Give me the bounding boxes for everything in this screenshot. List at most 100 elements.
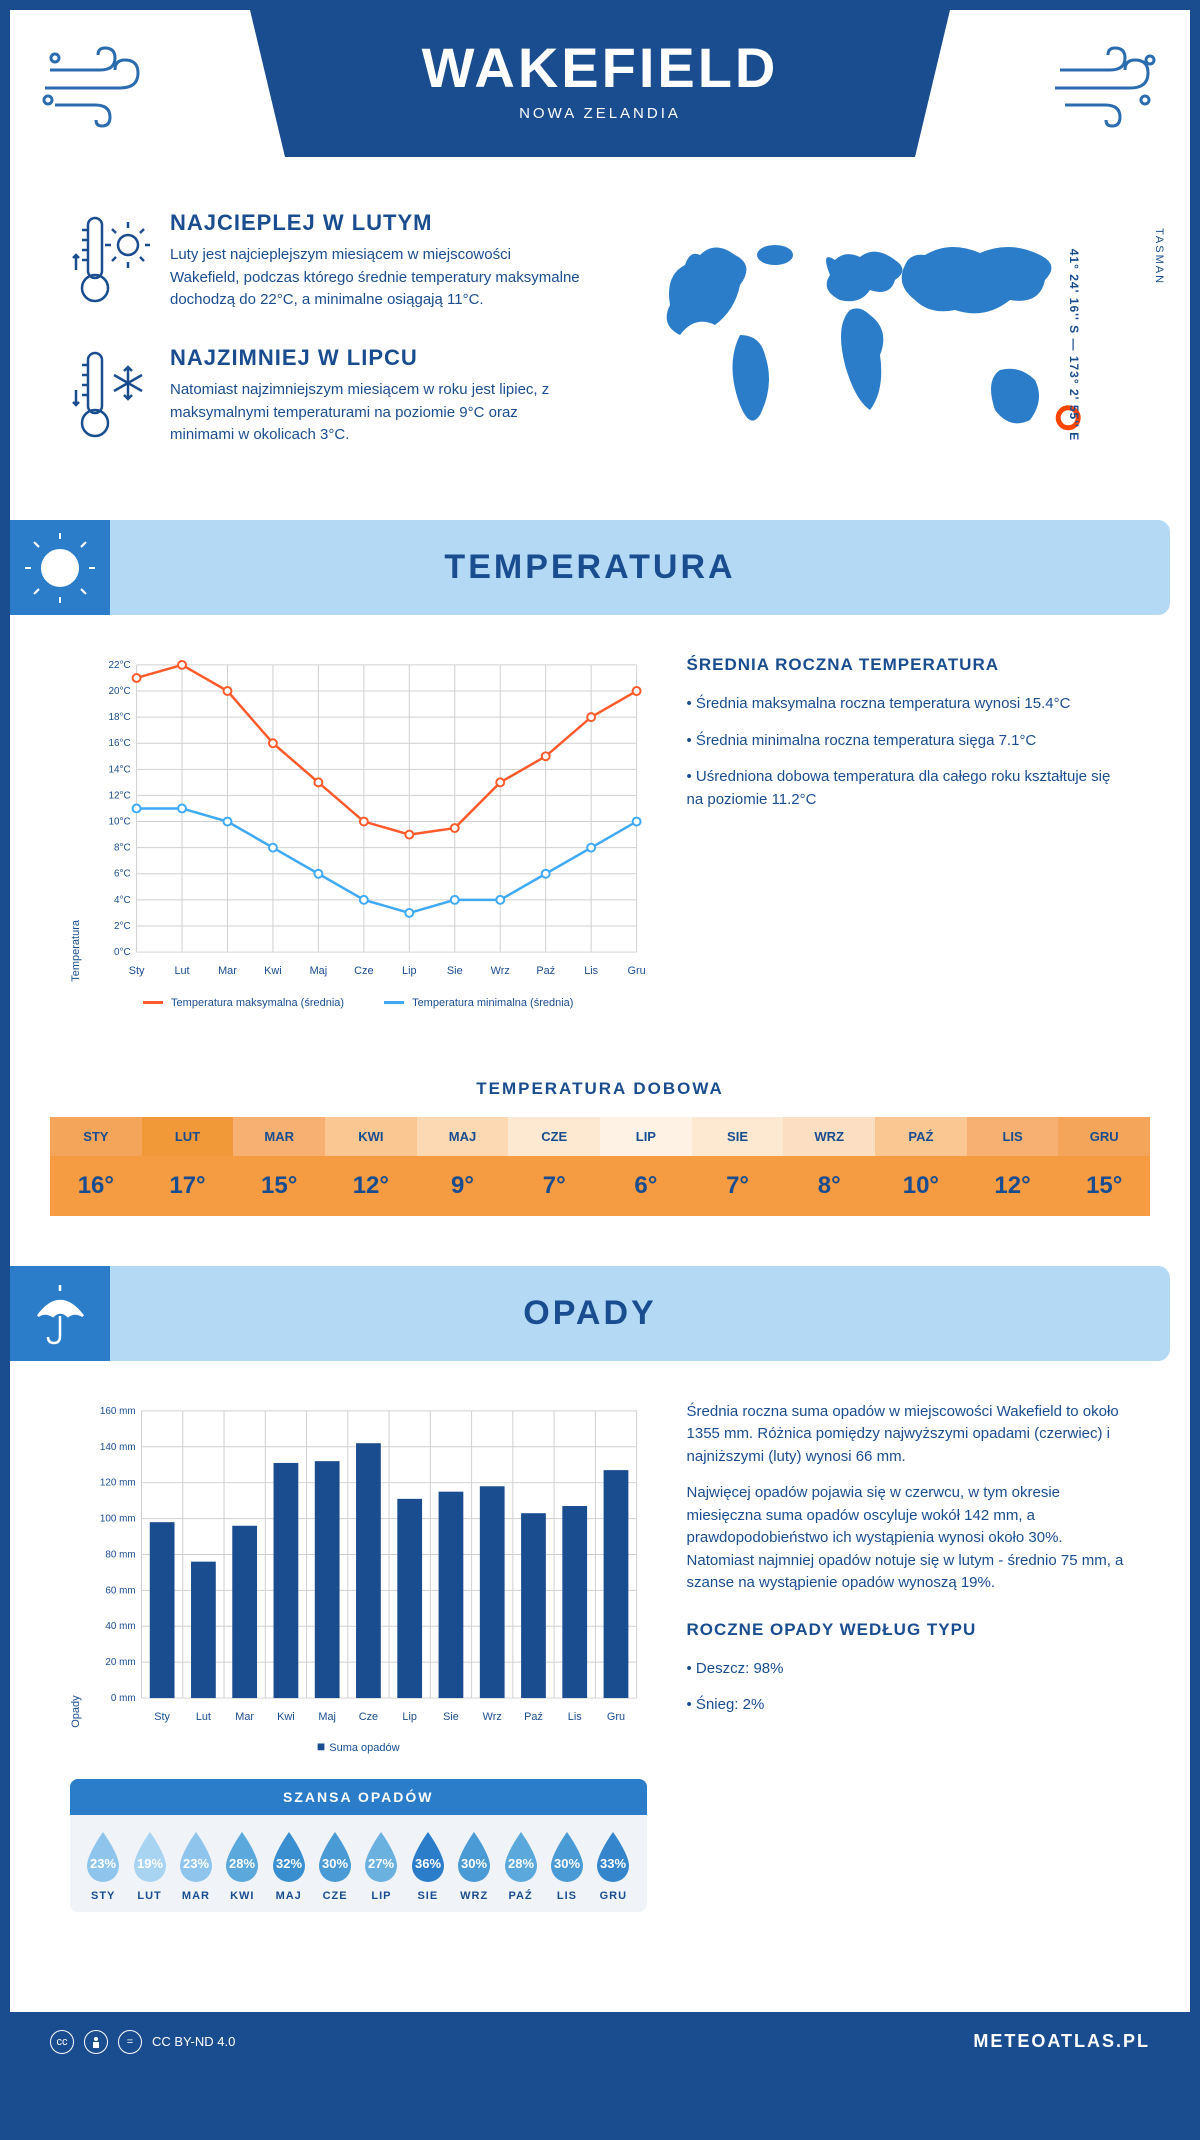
svg-text:Wrz: Wrz	[491, 965, 510, 977]
intro-section: NAJCIEPLEJ W LUTYM Luty jest najcieplejs…	[10, 190, 1190, 520]
chance-cell: 27% LIP	[358, 1830, 404, 1902]
raindrop-icon: 23%	[174, 1830, 218, 1884]
svg-text:28%: 28%	[229, 1856, 255, 1871]
raindrop-icon: 28%	[220, 1830, 264, 1884]
svg-text:16°C: 16°C	[109, 738, 131, 749]
svg-text:36%: 36%	[415, 1856, 441, 1871]
svg-text:Sty: Sty	[154, 1711, 170, 1723]
wind-icon-right	[1050, 40, 1160, 135]
svg-text:Sie: Sie	[447, 965, 463, 977]
svg-text:60 mm: 60 mm	[105, 1585, 135, 1596]
hot-fact-title: NAJCIEPLEJ W LUTYM	[170, 210, 580, 236]
svg-text:Kwi: Kwi	[264, 965, 282, 977]
svg-text:18°C: 18°C	[109, 712, 131, 723]
header: WAKEFIELD NOWA ZELANDIA	[10, 10, 1190, 190]
svg-text:Lis: Lis	[584, 965, 598, 977]
thermometer-sun-icon	[70, 210, 150, 315]
chance-cell: 32% MAJ	[266, 1830, 312, 1902]
svg-text:140 mm: 140 mm	[100, 1442, 136, 1453]
temp-info: ŚREDNIA ROCZNA TEMPERATURA • Średnia mak…	[687, 655, 1130, 1009]
precip-type-bullet: • Śnieg: 2%	[687, 1694, 1130, 1717]
chance-cell: 30% LIS	[544, 1830, 590, 1902]
svg-text:20 mm: 20 mm	[105, 1657, 135, 1668]
city-title: WAKEFIELD	[330, 35, 870, 100]
world-map-icon	[645, 215, 1105, 475]
svg-text:30%: 30%	[554, 1856, 580, 1871]
svg-text:12°C: 12°C	[109, 790, 131, 801]
precip-bar-chart: Opady 0 mm20 mm40 mm60 mm80 mm100 mm120 …	[70, 1401, 647, 1952]
raindrop-icon: 30%	[545, 1830, 589, 1884]
license-text: CC BY-ND 4.0	[152, 2034, 235, 2049]
facts-column: NAJCIEPLEJ W LUTYM Luty jest najcieplejs…	[70, 210, 580, 480]
raindrop-icon: 28%	[499, 1830, 543, 1884]
svg-text:Lut: Lut	[196, 1711, 211, 1723]
svg-text:Lip: Lip	[402, 965, 417, 977]
temp-chart-row: Temperatura 0°C2°C4°C6°C8°C10°C12°C14°C1…	[10, 615, 1190, 1049]
precip-p1: Średnia roczna suma opadów w miejscowośc…	[687, 1401, 1130, 1469]
svg-text:Kwi: Kwi	[277, 1711, 295, 1723]
svg-text:Mar: Mar	[218, 965, 237, 977]
svg-text:Lip: Lip	[402, 1711, 417, 1723]
sun-icon	[10, 520, 110, 615]
chance-cell: 28% PAŹ	[497, 1830, 543, 1902]
by-icon	[84, 2030, 108, 2054]
svg-text:30%: 30%	[461, 1856, 487, 1871]
daily-temp-cell: WRZ8°	[783, 1117, 875, 1216]
svg-text:80 mm: 80 mm	[105, 1549, 135, 1560]
page: WAKEFIELD NOWA ZELANDIA	[10, 10, 1190, 2072]
cold-fact: NAJZIMNIEJ W LIPCU Natomiast najzimniejs…	[70, 345, 580, 450]
daily-temp-cell: LIP6°	[600, 1117, 692, 1216]
raindrop-icon: 23%	[81, 1830, 125, 1884]
daily-temp-cell: KWI12°	[325, 1117, 417, 1216]
precip-chart-svg: 0 mm20 mm40 mm60 mm80 mm100 mm120 mm140 …	[92, 1401, 647, 1728]
svg-text:10°C: 10°C	[109, 817, 131, 828]
precip-y-axis-label: Opady	[70, 1401, 82, 1728]
daily-temp-cell: LIS12°	[967, 1117, 1059, 1216]
nd-icon: =	[118, 2030, 142, 2054]
legend-item: Temperatura maksymalna (średnia)	[143, 997, 344, 1009]
daily-temp-cell: SIE7°	[692, 1117, 784, 1216]
svg-text:4°C: 4°C	[114, 895, 131, 906]
raindrop-icon: 27%	[359, 1830, 403, 1884]
chance-cell: 23% STY	[80, 1830, 126, 1902]
svg-text:2°C: 2°C	[114, 921, 131, 932]
raindrop-icon: 33%	[591, 1830, 635, 1884]
chance-cell: 36% SIE	[405, 1830, 451, 1902]
daily-temp-title: TEMPERATURA DOBOWA	[10, 1079, 1190, 1099]
wind-icon-left	[40, 40, 150, 135]
cc-icon: cc	[50, 2030, 74, 2054]
daily-temp-table: STY16°LUT17°MAR15°KWI12°MAJ9°CZE7°LIP6°S…	[50, 1117, 1150, 1216]
svg-text:Paź: Paź	[536, 965, 555, 977]
temp-info-heading: ŚREDNIA ROCZNA TEMPERATURA	[687, 655, 1130, 675]
chance-cell: 28% KWI	[219, 1830, 265, 1902]
cold-fact-text: Natomiast najzimniejszym miesiącem w rok…	[170, 379, 580, 447]
svg-text:Lis: Lis	[568, 1711, 582, 1723]
raindrop-icon: 32%	[267, 1830, 311, 1884]
chance-cell: 19% LUT	[126, 1830, 172, 1902]
region-label: TASMAN	[1153, 228, 1165, 285]
map-column: TASMAN 41° 24' 16'' S — 173° 2' 55'' E	[620, 210, 1130, 480]
chance-cell: 30% CZE	[312, 1830, 358, 1902]
svg-text:19%: 19%	[137, 1856, 163, 1871]
daily-temp-cell: LUT17°	[142, 1117, 234, 1216]
temp-bullet: • Średnia maksymalna roczna temperatura …	[687, 693, 1130, 716]
temperature-section-header: TEMPERATURA	[10, 520, 1170, 615]
license-block: cc = CC BY-ND 4.0	[50, 2030, 235, 2054]
precip-p2: Najwięcej opadów pojawia się w czerwcu, …	[687, 1482, 1130, 1595]
svg-text:Cze: Cze	[354, 965, 373, 977]
precip-legend: Suma opadów	[70, 1738, 647, 1754]
daily-temp-cell: CZE7°	[508, 1117, 600, 1216]
svg-text:Mar: Mar	[235, 1711, 254, 1723]
daily-temp-cell: MAR15°	[233, 1117, 325, 1216]
daily-temp-cell: GRU15°	[1058, 1117, 1150, 1216]
legend-item: Temperatura minimalna (średnia)	[384, 997, 573, 1009]
temp-bullet: • Średnia minimalna roczna temperatura s…	[687, 730, 1130, 753]
svg-text:32%: 32%	[276, 1856, 302, 1871]
svg-text:20°C: 20°C	[109, 686, 131, 697]
svg-text:Cze: Cze	[359, 1711, 378, 1723]
precip-section-header: OPADY	[10, 1266, 1170, 1361]
chance-cell: 33% GRU	[590, 1830, 636, 1902]
svg-text:Lut: Lut	[174, 965, 189, 977]
svg-text:100 mm: 100 mm	[100, 1513, 136, 1524]
raindrop-icon: 30%	[313, 1830, 357, 1884]
